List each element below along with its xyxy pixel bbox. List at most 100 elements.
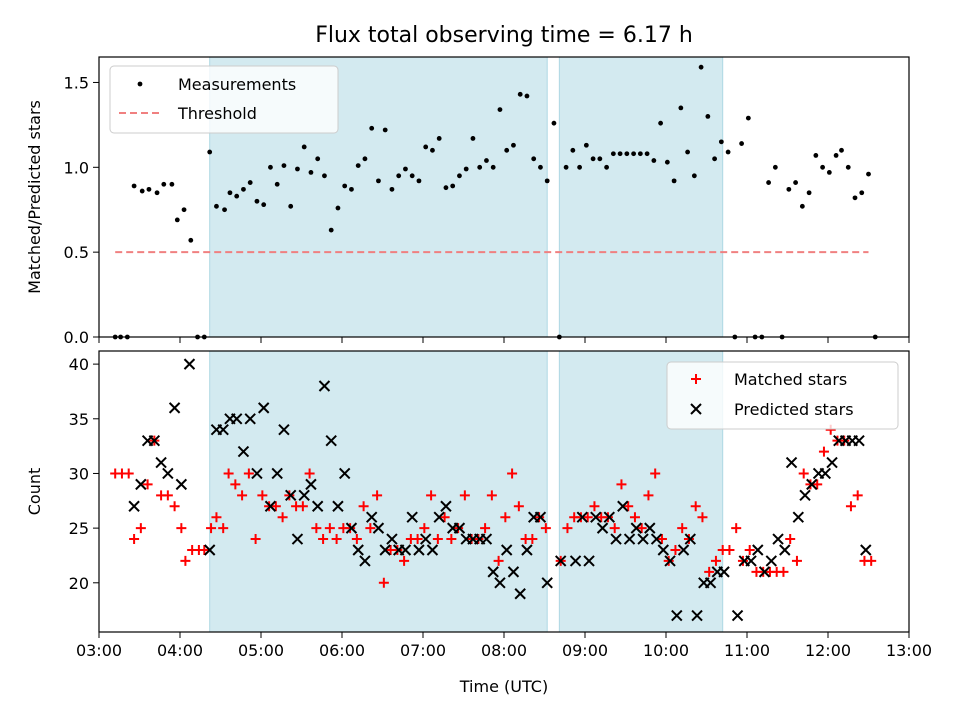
- matched-star-point: [419, 523, 430, 534]
- matched-star-point: [446, 534, 457, 545]
- top-y-tick-label: 0.5: [64, 243, 89, 262]
- x-tick-label: 09:00: [562, 641, 608, 660]
- predicted-star-point: [704, 577, 717, 589]
- measurement-point: [322, 173, 327, 179]
- top-y-tick-label: 0.0: [64, 328, 89, 347]
- matched-star-point: [237, 490, 248, 501]
- x-axis-label: Time (UTC): [459, 677, 548, 696]
- measurement-point: [389, 186, 395, 192]
- measurement-point: [497, 107, 503, 113]
- matched-star-point: [257, 490, 268, 501]
- measurement-point: [227, 190, 233, 196]
- predicted-star-point: [372, 522, 385, 534]
- measurement-point: [207, 149, 213, 155]
- measurement-point: [678, 105, 684, 111]
- measurement-point: [839, 147, 844, 153]
- measurement-point: [450, 183, 456, 189]
- predicted-star-point: [576, 511, 589, 523]
- predicted-star-point: [440, 500, 452, 512]
- matched-star-point: [270, 501, 281, 512]
- predicted-star-point: [278, 424, 290, 436]
- predicted-star-point: [332, 500, 344, 512]
- matched-star-point: [412, 534, 423, 545]
- predicted-star-point: [128, 500, 140, 512]
- matched-star-point: [358, 501, 369, 512]
- predicted-star-point: [318, 380, 331, 392]
- predicted-star-point: [718, 566, 730, 578]
- predicted-star-point: [644, 522, 656, 534]
- measurement-point: [403, 166, 408, 172]
- x-tick-label: 11:00: [724, 641, 770, 660]
- x-tick-label: 07:00: [400, 641, 446, 660]
- measurement-point: [154, 190, 160, 196]
- predicted-star-point: [792, 511, 805, 523]
- predicted-star-point: [264, 500, 277, 512]
- matched-star-point: [142, 479, 153, 490]
- matched-star-point: [791, 555, 802, 566]
- measurement-point: [786, 186, 792, 192]
- predicted-star-point: [345, 522, 358, 534]
- measurement-point: [214, 203, 219, 209]
- predicted-star-point: [183, 358, 196, 370]
- measurement-point: [583, 142, 589, 148]
- measurement-point: [169, 181, 175, 187]
- predicted-star-point: [168, 402, 181, 414]
- predicted-star-point: [433, 511, 445, 523]
- predicted-star-point: [325, 434, 337, 447]
- predicted-star-point: [684, 533, 697, 545]
- measurement-point: [477, 164, 483, 170]
- measurement-point: [430, 147, 435, 153]
- measurement-point: [658, 120, 663, 126]
- predicted-star-point: [365, 511, 378, 523]
- matched-star-point: [710, 555, 721, 566]
- matched-star-point: [399, 555, 410, 566]
- measurement-point: [637, 151, 643, 157]
- matched-star-point: [697, 512, 708, 523]
- measurement-point: [651, 158, 657, 163]
- measurement-point: [551, 120, 557, 126]
- matched-star-point: [459, 490, 470, 501]
- matched-star-point: [378, 577, 389, 588]
- legend-marker-measurements: [137, 81, 143, 87]
- measurement-point: [470, 136, 476, 141]
- measurement-point: [712, 156, 717, 162]
- measurement-point: [538, 164, 543, 170]
- matched-star-point: [818, 446, 829, 457]
- predicted-star-point: [765, 555, 778, 567]
- predicted-star-point: [244, 413, 256, 425]
- matched-star-point: [527, 534, 538, 545]
- measurement-point: [685, 149, 690, 155]
- predicted-star-point: [752, 544, 764, 556]
- bottom-y-tick-label: 35: [69, 410, 89, 429]
- matched-star-point: [331, 534, 342, 545]
- measurement-point: [335, 205, 341, 211]
- predicted-star-point: [155, 456, 167, 469]
- matched-star-point: [250, 534, 261, 545]
- predicted-star-point: [785, 456, 798, 469]
- measurement-point: [806, 190, 812, 196]
- measurement-point: [234, 193, 240, 199]
- measurement-point: [281, 163, 287, 169]
- measurement-point: [342, 183, 348, 189]
- matched-star-point: [439, 512, 450, 523]
- x-tick-label: 13:00: [886, 641, 932, 660]
- predicted-star-point: [514, 588, 526, 600]
- predicted-star-point: [379, 544, 391, 556]
- top-legend: Measurements Threshold: [109, 65, 339, 134]
- predicted-star-point: [507, 566, 520, 578]
- matched-star-point: [426, 490, 437, 501]
- matched-star-point: [324, 523, 335, 534]
- measurement-point: [490, 164, 496, 170]
- measurement-point: [813, 153, 819, 158]
- predicted-star-point: [745, 555, 757, 567]
- measurement-point: [188, 237, 194, 243]
- measurement-point: [139, 188, 145, 194]
- predicted-star-point: [617, 500, 629, 512]
- measurement-point: [772, 164, 778, 170]
- measurement-point: [254, 198, 260, 204]
- matched-star-point: [129, 534, 140, 545]
- predicted-star-point: [298, 489, 310, 502]
- measurement-point: [131, 183, 137, 189]
- matched-star-point: [480, 523, 491, 534]
